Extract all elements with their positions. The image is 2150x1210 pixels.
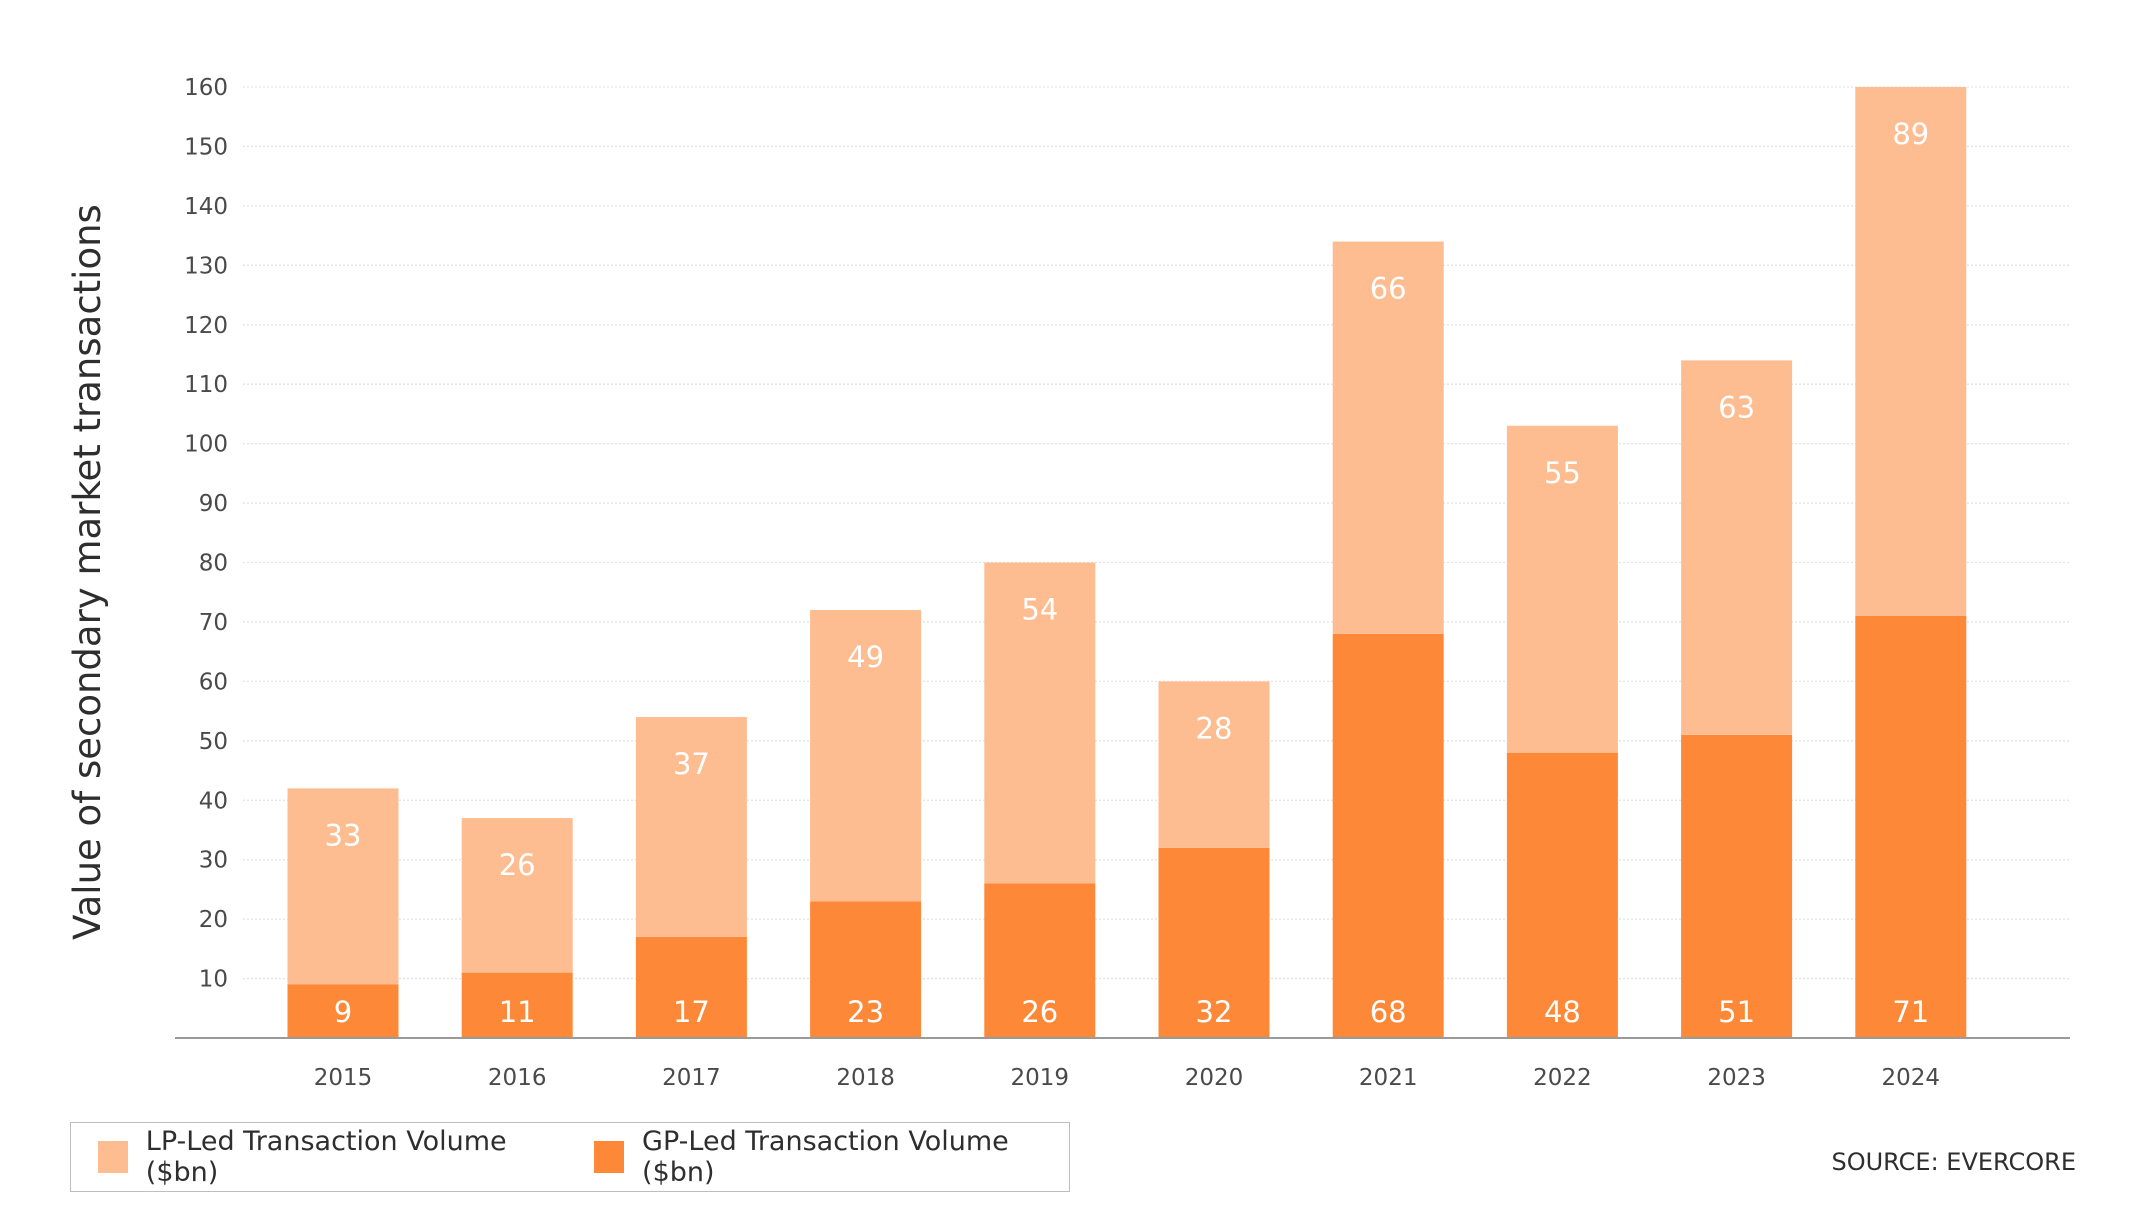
- data-label-lp-2017: 37: [673, 747, 710, 781]
- legend-item-lp: LP-Led Transaction Volume ($bn): [98, 1126, 557, 1188]
- y-tick-label: 30: [199, 848, 228, 874]
- y-tick-label: 100: [184, 432, 228, 458]
- bar-gp-2021: [1332, 633, 1444, 1038]
- data-label-lp-2021: 66: [1370, 272, 1407, 306]
- y-tick-label: 90: [199, 491, 228, 517]
- y-tick-label: 140: [184, 194, 228, 220]
- legend-swatch-lp: [98, 1141, 128, 1173]
- y-tick-label: 120: [184, 313, 228, 339]
- data-label-gp-2022: 48: [1544, 995, 1581, 1029]
- x-tick-label-2016: 2016: [488, 1065, 547, 1091]
- x-tick-label-2015: 2015: [314, 1065, 373, 1091]
- bar-lp-2021: [1332, 241, 1444, 634]
- bar-gp-2016: [461, 972, 573, 1038]
- bar-gp-2020: [1158, 847, 1270, 1038]
- x-tick-label-2021: 2021: [1359, 1065, 1418, 1091]
- legend-swatch-gp: [594, 1141, 625, 1173]
- data-label-lp-2019: 54: [1021, 593, 1058, 627]
- x-axis-ticks: 2015 2016 2017 2018 2019 2020 2021 2022 2023 2024: [314, 1065, 1940, 1091]
- gridlines: [243, 86, 2070, 980]
- legend-item-gp: GP-Led Transaction Volume ($bn): [594, 1126, 1059, 1188]
- data-label-gp-2024: 71: [1892, 995, 1929, 1029]
- bar-lp-2022: [1506, 425, 1618, 753]
- stacked-bar-chart: 102030405060708090100110120130140150160 …: [66, 75, 2070, 1091]
- x-tick-label-2018: 2018: [836, 1065, 895, 1091]
- bar-lp-2016: [461, 818, 573, 973]
- legend: LP-Led Transaction Volume ($bn) GP-Led T…: [70, 1122, 1070, 1192]
- bar-gp-2019: [984, 883, 1096, 1038]
- bar-gp-2018: [810, 901, 922, 1038]
- y-tick-label: 80: [199, 551, 228, 577]
- bar-lp-2019: [984, 562, 1096, 884]
- y-tick-label: 10: [199, 967, 228, 993]
- legend-label-lp: LP-Led Transaction Volume ($bn): [145, 1126, 507, 1188]
- data-label-gp-2021: 68: [1370, 995, 1407, 1029]
- bar-gp-2015: [287, 984, 399, 1038]
- x-tick-label-2020: 2020: [1185, 1065, 1244, 1091]
- y-tick-label: 50: [199, 729, 228, 755]
- legend-label-gp: GP-Led Transaction Volume ($bn): [642, 1126, 1009, 1188]
- y-tick-label: 110: [184, 372, 228, 398]
- bar-lp-2023: [1681, 360, 1793, 735]
- x-tick-label-2022: 2022: [1533, 1065, 1592, 1091]
- data-label-lp-2016: 26: [499, 848, 536, 882]
- data-label-lp-2024: 89: [1892, 117, 1929, 151]
- data-label-gp-2017: 17: [673, 995, 710, 1029]
- y-tick-label: 40: [199, 788, 228, 814]
- y-tick-label: 60: [199, 669, 228, 695]
- bar-lp-2018: [810, 610, 922, 902]
- bar-gp-2023: [1681, 734, 1793, 1038]
- x-tick-label-2024: 2024: [1882, 1065, 1941, 1091]
- data-label-lp-2020: 28: [1196, 711, 1233, 745]
- x-tick-label-2017: 2017: [662, 1065, 721, 1091]
- x-tick-label-2023: 2023: [1707, 1065, 1766, 1091]
- data-label-gp-2020: 32: [1196, 995, 1233, 1029]
- data-label-lp-2022: 55: [1544, 456, 1581, 490]
- data-label-lp-2015: 33: [325, 818, 362, 852]
- data-label-gp-2023: 51: [1718, 995, 1755, 1029]
- source-note: SOURCE: EVERCORE: [1831, 1148, 2076, 1176]
- data-label-gp-2019: 26: [1021, 995, 1058, 1029]
- bar-lp-2024: [1855, 87, 1967, 616]
- y-tick-label: 20: [199, 907, 228, 933]
- bar-lp-2015: [287, 788, 399, 985]
- data-label-gp-2015: 9: [334, 995, 352, 1029]
- bars: 9 33 11 26 17 37 23 49 26 54 32 28 68 66 48 55 51 63 71 89: [287, 87, 1967, 1038]
- data-label-gp-2018: 23: [847, 995, 884, 1029]
- y-tick-label: 160: [184, 75, 228, 101]
- data-label-lp-2018: 49: [847, 640, 884, 674]
- y-axis-label: Value of secondary market transactions: [66, 204, 109, 940]
- y-axis-ticks: 10 20 30 40 50 60 70 80 90 100 110 120 130 140 150 160: [184, 75, 228, 993]
- bar-gp-2022: [1506, 752, 1618, 1038]
- bar-gp-2017: [635, 936, 747, 1038]
- y-tick-label: 70: [199, 610, 228, 636]
- data-label-lp-2023: 63: [1718, 390, 1755, 424]
- y-tick-label: 150: [184, 134, 228, 160]
- bar-gp-2024: [1855, 615, 1967, 1038]
- data-label-gp-2016: 11: [499, 995, 536, 1029]
- y-tick-label: 130: [184, 253, 228, 279]
- x-tick-label-2019: 2019: [1011, 1065, 1070, 1091]
- bar-lp-2020: [1158, 681, 1270, 848]
- bar-lp-2017: [635, 717, 747, 937]
